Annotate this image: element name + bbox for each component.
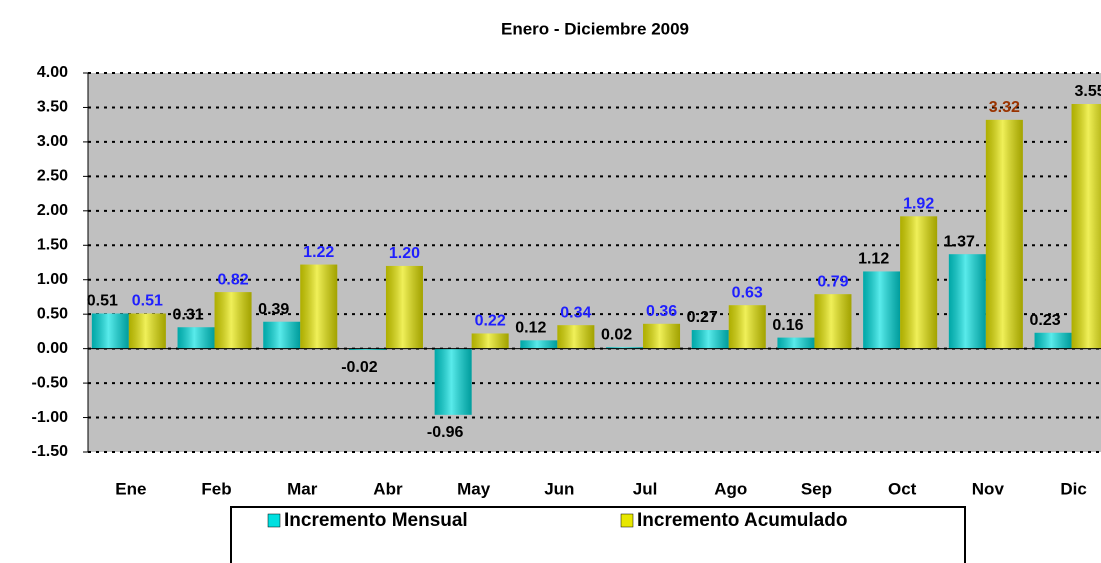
bar-shading [985, 119, 1023, 349]
y-tick-label: 4.00 [37, 64, 68, 81]
value-label: 1.12 [858, 251, 889, 268]
value-label: 0.12 [515, 320, 546, 337]
value-label: 0.79 [817, 273, 848, 290]
value-label: 0.63 [732, 284, 763, 301]
y-tick-label: -1.50 [32, 443, 69, 460]
bar-shading [691, 330, 729, 349]
x-tick-label: Feb [201, 479, 231, 498]
legend-swatch [620, 513, 634, 528]
bar-shading [214, 292, 252, 349]
value-label: 1.22 [303, 244, 334, 261]
y-tick-label: 0.50 [37, 305, 68, 322]
value-label: 0.16 [772, 317, 803, 334]
x-tick-label: Abr [373, 479, 403, 498]
x-tick-label: Oct [888, 479, 917, 498]
bar-shading [1034, 332, 1072, 349]
bar-shading [128, 313, 166, 349]
y-tick-label: 1.50 [37, 236, 68, 253]
y-tick-label: 1.00 [37, 271, 68, 288]
bar-shading [91, 313, 129, 349]
bar-shading [728, 305, 766, 349]
value-label: 3.32 [989, 99, 1020, 116]
value-label: 0.39 [258, 301, 289, 318]
x-tick-label: Jun [544, 479, 574, 498]
x-tick-label: Jul [633, 479, 658, 498]
value-label: 0.51 [132, 293, 163, 310]
value-label: 0.36 [646, 303, 677, 320]
y-tick-label: -1.00 [32, 409, 69, 426]
bar-shading [348, 348, 386, 351]
value-label: 0.31 [172, 306, 203, 323]
value-label: 3.55 [1074, 83, 1101, 100]
y-tick-label: 3.50 [37, 99, 68, 116]
y-tick-label: 3.00 [37, 133, 68, 150]
bar-shading [863, 271, 901, 349]
bar-shading [385, 265, 423, 349]
value-label: 0.34 [560, 304, 591, 321]
value-label: -0.02 [341, 359, 378, 376]
bar-shading [948, 254, 986, 349]
y-tick-label: 0.00 [37, 340, 68, 357]
bar-shading [900, 216, 938, 349]
bar-shading [643, 323, 681, 349]
legend-box [230, 506, 966, 563]
x-tick-label: Ago [714, 479, 747, 498]
value-label: 0.51 [87, 293, 118, 310]
bar-shading [300, 264, 338, 349]
value-label: 1.20 [389, 245, 420, 262]
x-tick-label: Ene [115, 479, 146, 498]
value-label: 0.82 [217, 271, 248, 288]
bar-shading [520, 340, 558, 349]
bar-shading [1071, 104, 1101, 349]
x-tick-label: Mar [287, 479, 318, 498]
value-label: 0.22 [475, 313, 506, 330]
bar-shading [557, 325, 595, 349]
legend-label: Incremento Acumulado [637, 510, 847, 531]
x-tick-label: Nov [972, 479, 1005, 498]
legend-label: Incremento Mensual [284, 510, 468, 531]
value-label: 1.37 [944, 233, 975, 250]
x-tick-label: Sep [801, 479, 832, 498]
value-label: -0.96 [427, 424, 464, 441]
y-tick-label: 2.50 [37, 168, 68, 185]
bar-shading [177, 327, 215, 349]
bar-shading [263, 321, 301, 349]
x-tick-label: May [457, 479, 491, 498]
legend-swatch [267, 513, 281, 528]
y-tick-label: -0.50 [32, 374, 69, 391]
bar-shading [777, 337, 815, 349]
value-label: 1.92 [903, 196, 934, 213]
chart-title: Enero - Diciembre 2009 [501, 19, 689, 38]
value-label: 0.23 [1029, 312, 1060, 329]
y-tick-label: 2.00 [37, 202, 68, 219]
value-label: 0.02 [601, 326, 632, 343]
bar-shading [471, 333, 509, 349]
x-tick-label: Dic [1060, 479, 1086, 498]
bar-shading [606, 347, 644, 349]
bar-shading [814, 294, 852, 349]
value-label: 0.27 [687, 309, 718, 326]
bar-shading [434, 348, 472, 415]
